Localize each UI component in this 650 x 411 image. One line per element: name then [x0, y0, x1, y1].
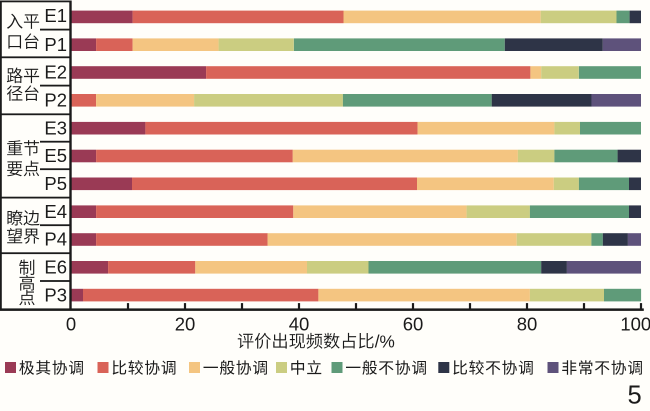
svg-text:5: 5	[628, 382, 642, 410]
svg-text:/%: /%	[375, 331, 395, 351]
svg-text:E2: E2	[44, 62, 67, 83]
svg-text:E1: E1	[44, 5, 67, 26]
svg-text:P2: P2	[44, 90, 67, 111]
svg-text:40: 40	[289, 314, 310, 335]
svg-text:P5: P5	[44, 173, 67, 194]
svg-text:80: 80	[517, 314, 538, 335]
svg-text:0: 0	[66, 314, 76, 335]
svg-text:E3: E3	[44, 117, 67, 138]
svg-text:100: 100	[620, 314, 650, 335]
svg-text:E6: E6	[44, 257, 67, 278]
svg-text:E4: E4	[44, 201, 67, 222]
svg-text:E5: E5	[44, 145, 67, 166]
svg-text:P4: P4	[44, 229, 67, 250]
svg-text:20: 20	[175, 314, 196, 335]
svg-text:60: 60	[403, 314, 424, 335]
svg-text:P3: P3	[44, 284, 67, 305]
svg-text:P1: P1	[44, 34, 67, 55]
